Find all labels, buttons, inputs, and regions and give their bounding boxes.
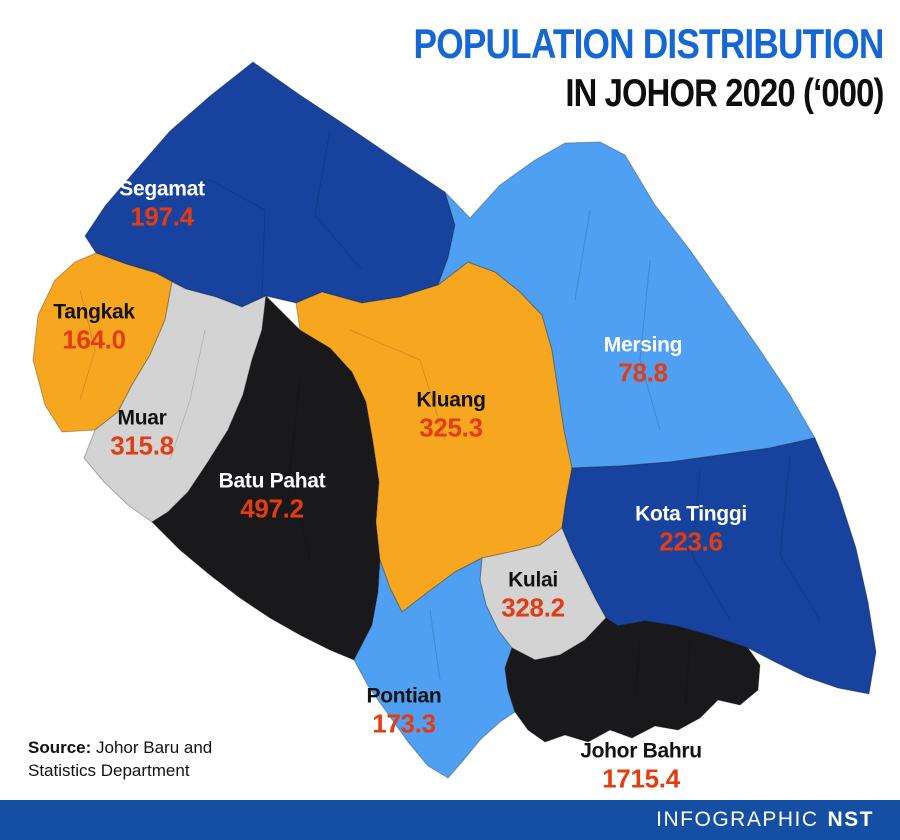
subdistrict-boundaries <box>79 129 821 711</box>
district-value: 173.3 <box>372 708 436 739</box>
label-tangkak: Tangkak 164.0 <box>53 300 135 355</box>
district-name: Batu Pahat <box>218 469 326 493</box>
district-name: Kulai <box>508 568 558 592</box>
label-muar: Muar 315.8 <box>110 406 174 461</box>
district-name: Pontian <box>366 684 442 708</box>
source-note: Source: Johor Baru and Statistics Depart… <box>28 736 212 782</box>
district-name: Segamat <box>119 177 205 201</box>
title-line1: POPULATION DISTRIBUTION <box>413 20 885 67</box>
district-value: 223.6 <box>659 526 723 557</box>
district-name: Johor Bahru <box>580 739 702 763</box>
district-value: 78.8 <box>618 357 668 388</box>
source-label: Source: <box>28 738 92 757</box>
district-value: 197.4 <box>130 201 194 232</box>
district-value: 325.3 <box>419 412 483 443</box>
johor-map <box>32 61 877 779</box>
footer-infographic-label: INFOGRAPHIC <box>656 808 819 831</box>
district-value: 1715.4 <box>602 763 680 794</box>
label-johor-bahru: Johor Bahru 1715.4 <box>580 739 702 794</box>
district-name: Kluang <box>416 388 486 412</box>
source-line2: Statistics Department <box>28 761 190 780</box>
source-line1: Johor Baru and <box>91 738 213 757</box>
label-mersing: Mersing 78.8 <box>603 333 683 388</box>
footer-bar: INFOGRAPHIC NST <box>0 800 900 840</box>
district-value: 315.8 <box>110 430 174 461</box>
label-kulai: Kulai 328.2 <box>501 568 565 623</box>
district-name: Muar <box>117 406 167 430</box>
label-pontian: Pontian 173.3 <box>367 684 442 739</box>
district-name: Tangkak <box>53 300 135 324</box>
district-value: 328.2 <box>501 592 565 623</box>
page-title: POPULATION DISTRIBUTION IN JOHOR 2020 (‘… <box>324 20 885 116</box>
district-value: 497.2 <box>240 493 304 524</box>
district-name: Kota Tinggi <box>635 502 747 526</box>
district-name: Mersing <box>603 333 683 357</box>
title-line2: IN JOHOR 2020 (‘000) <box>565 72 885 115</box>
label-kota-tinggi: Kota Tinggi 223.6 <box>635 502 747 557</box>
footer-brand: NST <box>827 808 874 831</box>
region-johor-bahru <box>504 617 761 743</box>
label-segamat: Segamat 197.4 <box>119 177 205 232</box>
label-batu-pahat: Batu Pahat 497.2 <box>219 469 326 524</box>
label-kluang: Kluang 325.3 <box>416 388 486 443</box>
district-value: 164.0 <box>62 324 126 355</box>
